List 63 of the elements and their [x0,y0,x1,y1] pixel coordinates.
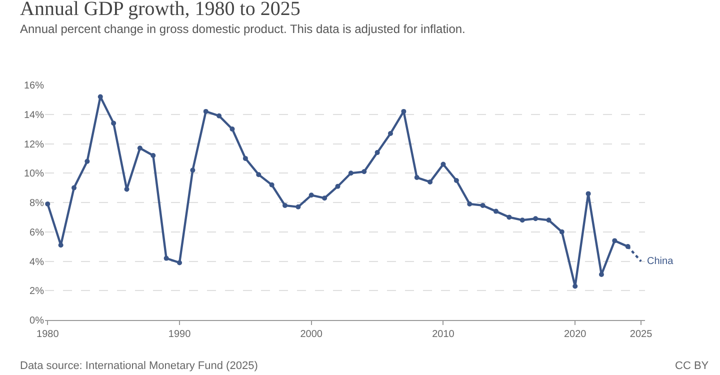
x-tick-label: 2025 [630,329,653,340]
point [480,202,486,208]
point [335,184,340,189]
point [533,216,538,222]
point [414,175,420,180]
point [374,150,380,156]
point [493,208,498,214]
point [124,186,130,192]
y-tick-label: 8% [30,198,44,209]
point [84,158,90,164]
x-tick-label: 2010 [432,329,455,340]
point [440,162,446,167]
point [58,242,64,248]
point [520,218,525,223]
point [150,153,156,158]
point [559,229,564,234]
point [242,156,248,161]
point [256,172,262,178]
point [308,192,314,198]
point [282,202,288,208]
point [506,214,512,220]
y-tick-label: 6% [30,227,44,238]
point [111,120,116,126]
source-note: Data source: International Monetary Fund (2025) [20,360,258,372]
y-tick-label: 16% [24,80,44,92]
point [137,146,142,151]
point [177,260,182,266]
y-tick-label: 4% [30,256,44,268]
x-tick-label: 1990 [168,329,192,340]
point [362,169,367,174]
chart-title: Annual GDP growth, 1980 to 2025 [20,0,300,20]
y-tick-label: 0% [30,316,44,326]
point [72,185,77,190]
y-tick-label: 14% [24,110,44,121]
point [388,130,393,136]
point [164,256,169,261]
point [467,201,472,206]
x-tick-label: 2020 [564,329,587,340]
y-tick-label: 12% [24,139,44,150]
point [322,196,328,201]
point [428,179,433,184]
point [348,170,354,176]
series-label: China [647,256,674,267]
y-tick-label: 10% [24,168,44,180]
point [401,108,406,114]
point [98,94,103,100]
point [216,113,222,118]
y-tick-label: 2% [30,286,44,298]
point [546,218,552,223]
point [230,126,235,132]
point [454,178,459,183]
x-tick-label: 1980 [36,329,60,340]
point [296,204,301,210]
chart-subtitle: Annual percent change in gross domestic product. This data is adjusted for inflation. [20,22,466,36]
point [45,201,50,206]
point [269,182,274,188]
point [612,238,618,244]
point [190,168,196,173]
point [572,284,578,289]
point [586,191,591,196]
text: CC BY [675,360,710,372]
x-tick-label: 2000 [300,329,323,340]
point [203,108,208,114]
